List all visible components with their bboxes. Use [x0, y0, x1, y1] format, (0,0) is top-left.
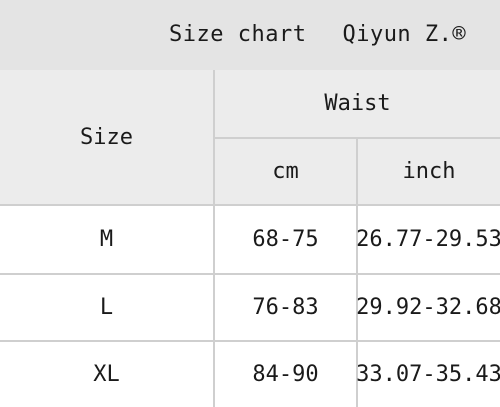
row-l-inch: 29.92-32.68 — [356, 273, 500, 340]
row-l-size: L — [0, 273, 213, 340]
size-header: Size — [0, 70, 213, 204]
row-m-cm: 68-75 — [213, 204, 356, 273]
row-xl-cm: 84-90 — [213, 340, 356, 407]
row-xl-inch: 33.07-35.43 — [356, 340, 500, 407]
row-m-inch: 26.77-29.53 — [356, 204, 500, 273]
title-label: Size chart — [169, 22, 307, 47]
title-bar: Size chart Qiyun Z.® — [0, 0, 500, 70]
row-m-size: M — [0, 204, 213, 273]
cm-header: cm — [213, 137, 356, 204]
row-xl-size: XL — [0, 340, 213, 407]
row-l-cm: 76-83 — [213, 273, 356, 340]
size-table: Size Waist cm inch M 68-75 26.77-29.53 L… — [0, 70, 500, 407]
inch-header: inch — [356, 137, 500, 204]
chart-title: Size chart Qiyun Z.® — [169, 22, 466, 47]
waist-header: Waist — [213, 70, 500, 137]
brand-name: Qiyun Z.® — [342, 22, 467, 47]
